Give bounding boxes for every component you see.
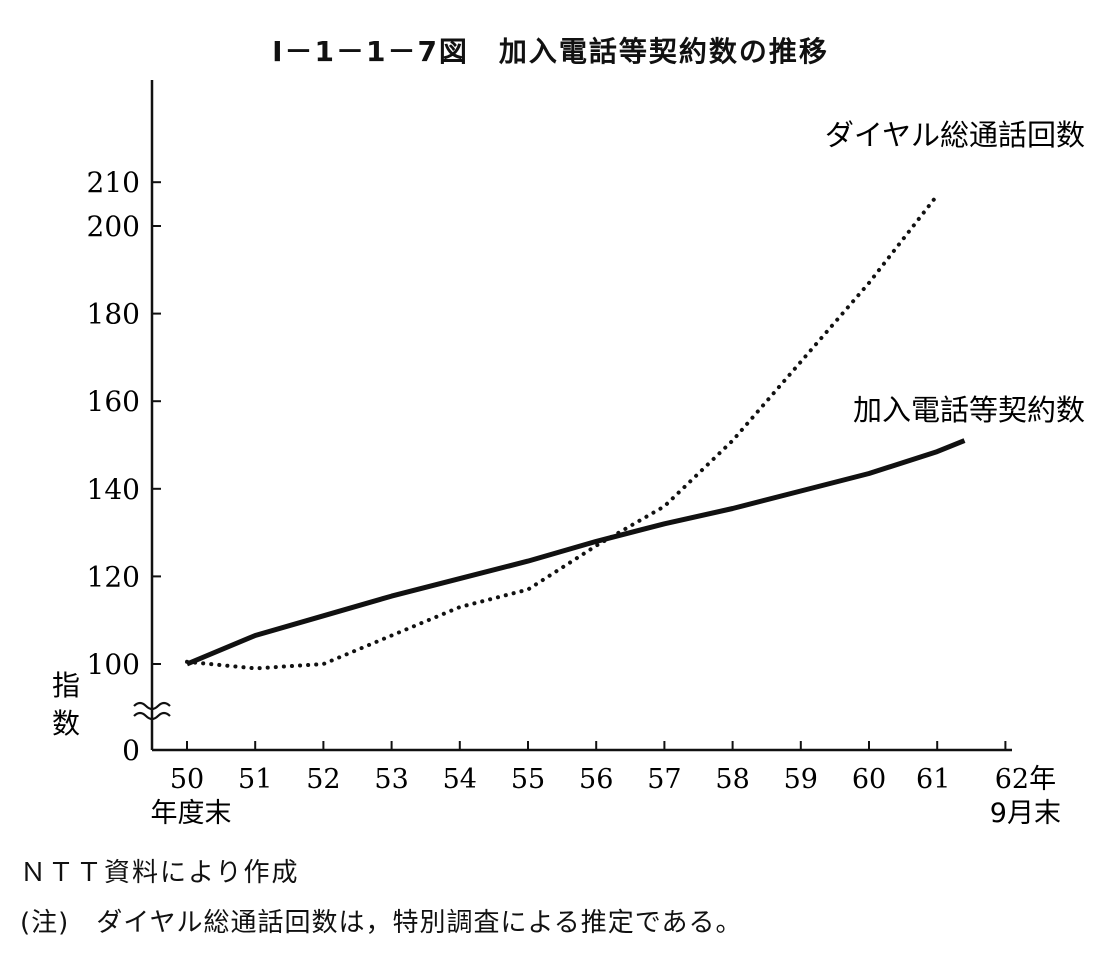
series-label-contracts: 加入電話等契約数 — [853, 393, 1085, 427]
x-tick-label: 54 — [443, 764, 477, 795]
y-tick-label: 0 — [122, 734, 140, 767]
x-tick-label: 58 — [715, 764, 749, 795]
x-tick-label: 53 — [374, 764, 408, 795]
series-line-2 — [185, 193, 940, 671]
axis-break-mark — [133, 711, 171, 721]
y-tick-label: 120 — [87, 560, 140, 593]
x-tick-label: 61 — [916, 764, 950, 795]
x-tick-label: 62年 — [995, 764, 1056, 795]
chart-title: Ⅰ－1－1－7図 加入電話等契約数の推移 — [272, 35, 829, 68]
x-unit-end-label: 9月末 — [990, 798, 1061, 829]
y-tick-label: 200 — [87, 210, 140, 243]
source-note: ＮＴＴ資料により作成 — [20, 858, 300, 888]
axis-break-mark — [133, 701, 171, 711]
footnote: (注) ダイヤル総通話回数は，特別調査による推定である。 — [20, 908, 743, 938]
y-tick-label: 100 — [87, 648, 140, 681]
x-unit-start-label: 年度末 — [151, 798, 232, 829]
x-tick-label: 50 — [170, 764, 204, 795]
chart-labels: 0 100 120 140 160 180 200 210 指数 50 51 52 53 54 55 56 57… — [52, 118, 1085, 829]
series-line-1 — [186, 438, 966, 667]
x-tick-label: 56 — [579, 764, 613, 795]
y-tick-label: 180 — [87, 298, 140, 331]
y-tick-label: 160 — [87, 385, 140, 418]
x-tick-label: 60 — [852, 764, 886, 795]
chart-series — [185, 193, 966, 671]
y-axis-label: 指 — [52, 669, 80, 702]
y-axis-label: 数 — [52, 707, 80, 740]
x-tick-label: 57 — [647, 764, 681, 795]
x-tick-label: 51 — [238, 764, 272, 795]
x-tick-label: 59 — [784, 764, 818, 795]
x-tick-label: 52 — [306, 764, 340, 795]
y-tick-label: 140 — [87, 473, 140, 506]
y-tick-label: 210 — [87, 166, 140, 199]
x-tick-label: 55 — [511, 764, 545, 795]
series-label-calls: ダイヤル総通話回数 — [825, 118, 1085, 152]
chart-axes — [133, 80, 1012, 752]
